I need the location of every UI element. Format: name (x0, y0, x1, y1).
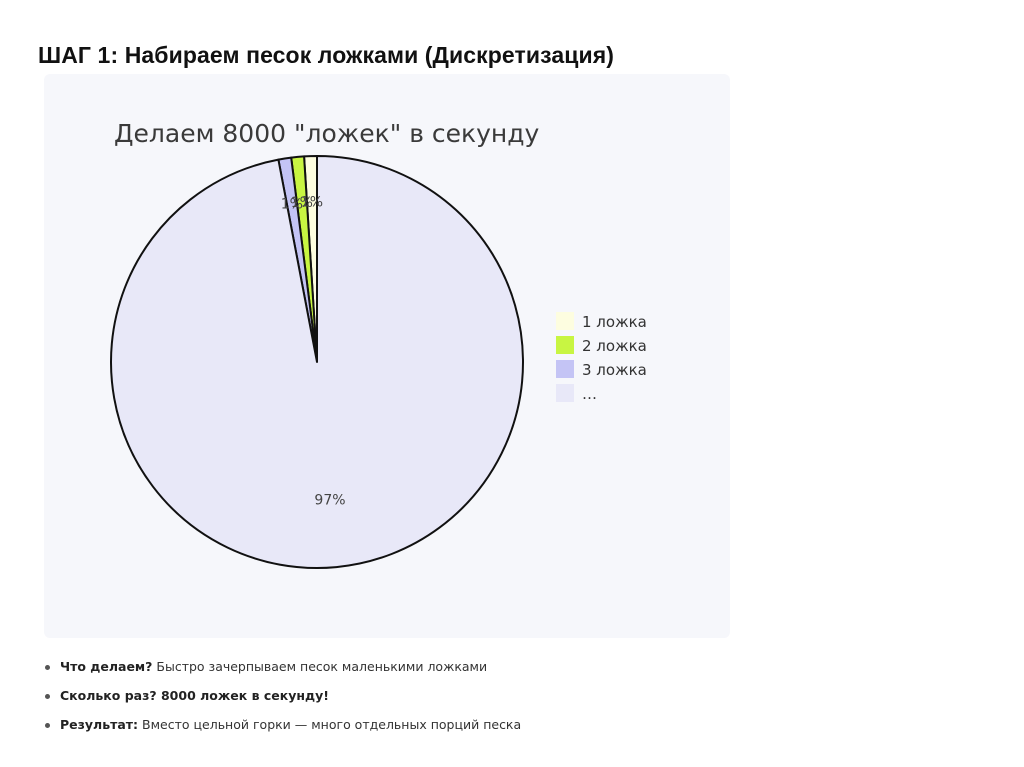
slide-title: ШАГ 1: Набираем песок ложками (Дискретиз… (38, 42, 615, 68)
legend-label: 2 ложка (582, 337, 647, 355)
legend-label: 3 ложка (582, 361, 647, 379)
bullet-text: Быстро зачерпываем песок маленькими ложк… (156, 659, 488, 674)
slice-label: 1% (301, 194, 323, 210)
bullet-item: Сколько раз? 8000 ложек в секунду! (44, 687, 521, 716)
bullet-item: Что делаем? Быстро зачерпываем песок мал… (44, 658, 521, 687)
legend-swatch (556, 312, 574, 330)
legend-label: … (582, 385, 597, 403)
legend-label: 1 ложка (582, 313, 647, 331)
chart-panel: Делаем 8000 "ложек" в секунду 1% 1% 1% 97% … (44, 74, 730, 638)
pie-slice (110, 155, 524, 569)
legend-swatch (556, 336, 574, 354)
bullet-label: Что делаем? (60, 659, 153, 674)
bullet-list: Что делаем? Быстро зачерпываем песок мал… (44, 658, 521, 745)
legend-swatch (556, 360, 574, 378)
pie-labels: 1%1%1% 97% (281, 194, 346, 508)
bullet-text: Вместо цельной горки — много отдельных п… (142, 717, 522, 732)
bullet-label: Результат: (60, 717, 139, 732)
legend-swatch (556, 384, 574, 402)
slice-label: 97% (314, 492, 345, 508)
bullet-label: Сколько раз? 8000 ложек в секунду! (60, 688, 329, 703)
chart-title: Делаем 8000 "ложек" в секунду (114, 119, 540, 148)
slice-label: 1% (291, 195, 313, 211)
bullet-item: Результат: Вместо цельной горки — много … (44, 716, 521, 745)
slice-label: 1% (281, 196, 303, 212)
chart-legend: 1 ложка 2 ложка 3 ложка … (556, 312, 647, 403)
pie-chart: Делаем 8000 "ложек" в секунду 1%1%1%97% … (110, 119, 647, 569)
pie-slices (110, 155, 524, 569)
